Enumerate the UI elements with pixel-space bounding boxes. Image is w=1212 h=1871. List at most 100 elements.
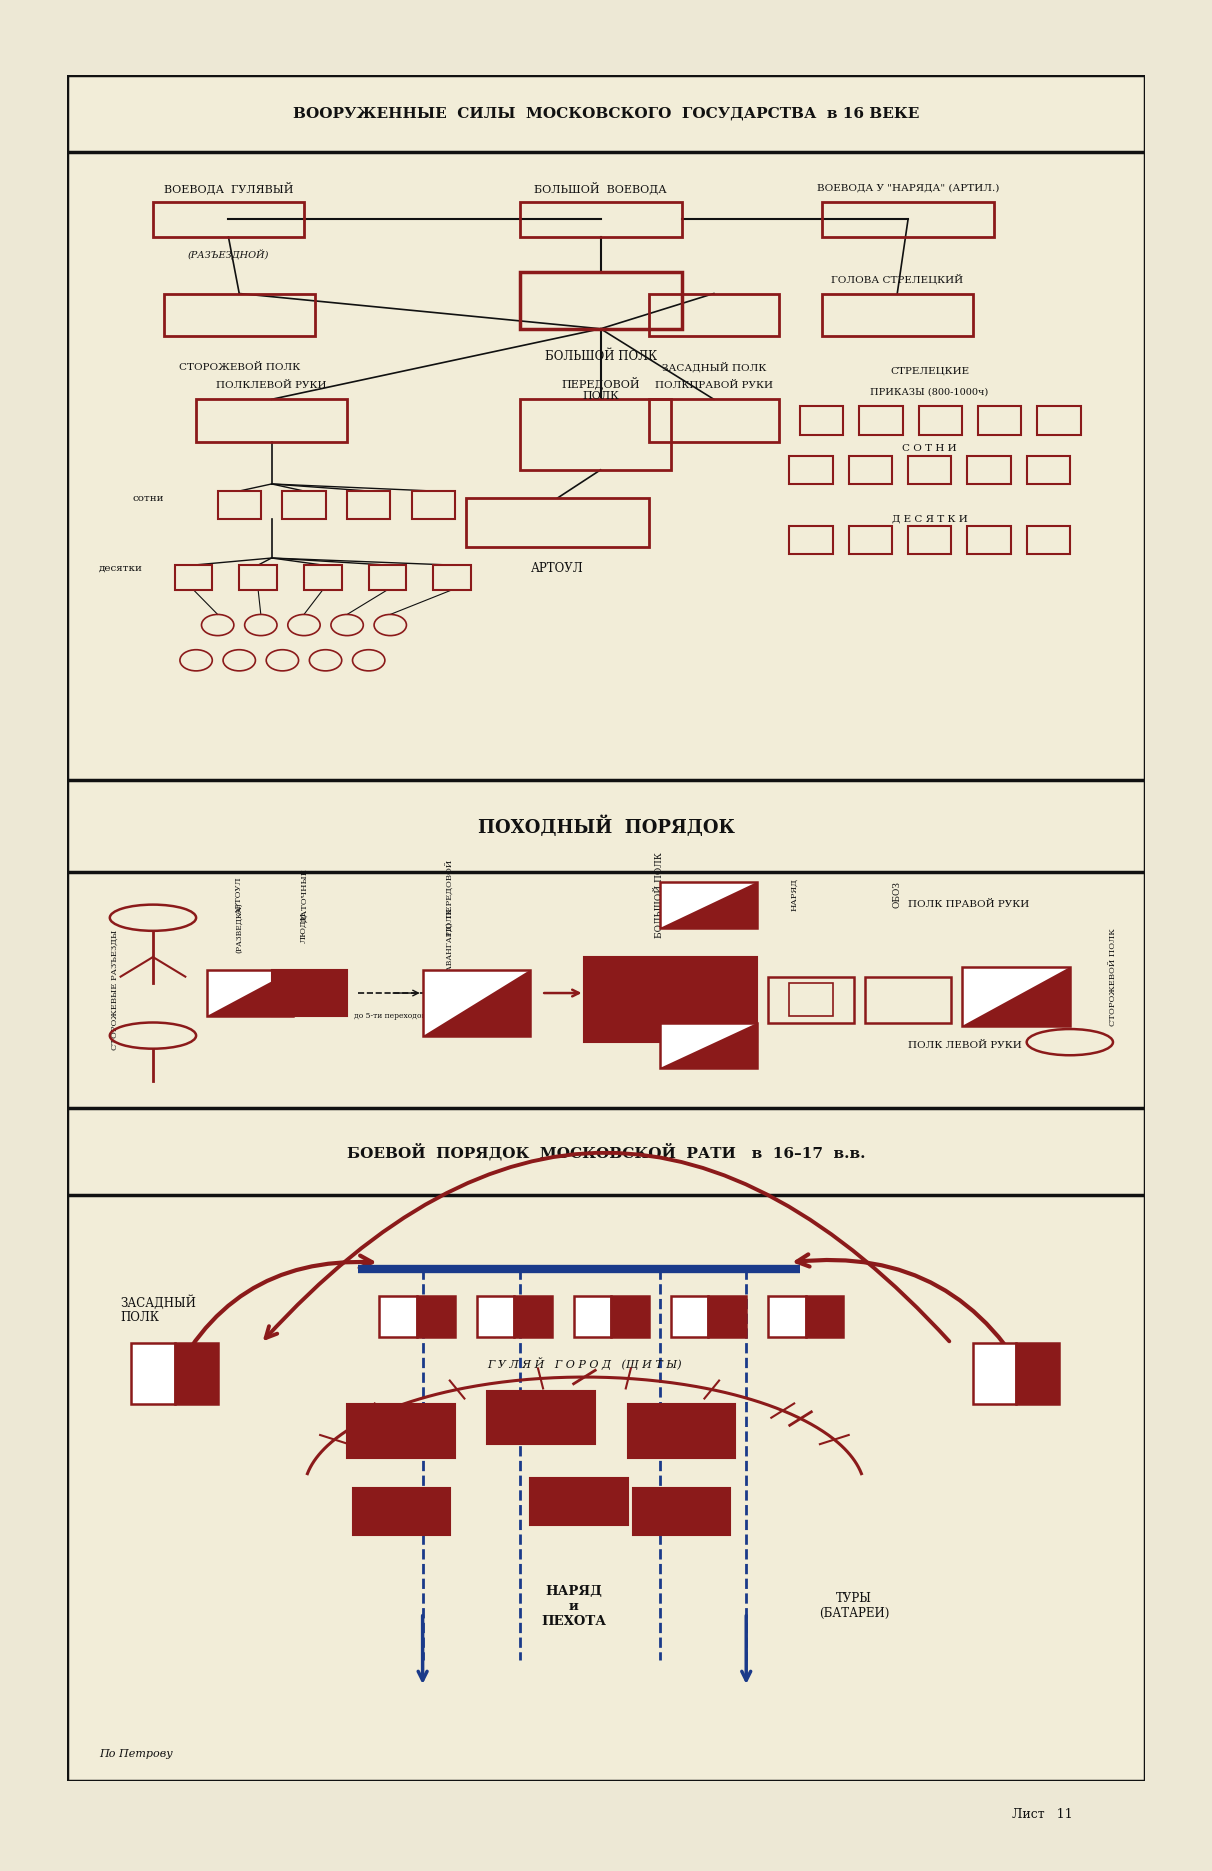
Text: до 5-ти переходов: до 5-ти переходов (354, 1012, 427, 1020)
Text: Лист   11: Лист 11 (1012, 1809, 1073, 1820)
Bar (412, 490, 454, 520)
Bar (611, 1297, 650, 1336)
Bar (670, 1297, 709, 1336)
Bar (434, 565, 471, 589)
Text: ЛЮДИ: ЛЮДИ (299, 911, 308, 943)
Bar (67, 1108, 1145, 1196)
Text: АРТОУЛ: АРТОУЛ (235, 876, 244, 913)
Bar (659, 881, 758, 928)
Text: ПОЛК ЛЕВОЙ РУКИ: ПОЛК ЛЕВОЙ РУКИ (908, 1040, 1022, 1050)
Polygon shape (423, 971, 531, 1037)
Text: ПЕРЕДОВОЙ
ПОЛК: ПЕРЕДОВОЙ ПОЛК (561, 376, 640, 400)
Bar (919, 406, 962, 434)
Bar (347, 1403, 454, 1458)
Text: ТУРЫ
(БАТАРЕИ): ТУРЫ (БАТАРЕИ) (819, 1592, 890, 1620)
Text: десятки: десятки (98, 563, 142, 573)
Text: По Петрову: По Петрову (99, 1749, 173, 1759)
Bar (659, 1023, 758, 1068)
Text: БОЛЬШОЙ ПОЛК: БОЛЬШОЙ ПОЛК (656, 851, 664, 937)
Text: (АВАНГАРД): (АВАНГАРД) (446, 921, 453, 973)
Bar (271, 971, 347, 1016)
Bar (789, 526, 833, 554)
Bar (865, 977, 951, 1023)
Bar (767, 977, 854, 1023)
Text: ПОЛК ПРАВОЙ РУКИ: ПОЛК ПРАВОЙ РУКИ (908, 900, 1029, 909)
Text: ВОЕВОДА У "НАРЯДА" (АРТИЛ.): ВОЕВОДА У "НАРЯДА" (АРТИЛ.) (817, 183, 999, 193)
Bar (962, 967, 1070, 1025)
Bar (573, 1297, 611, 1336)
Bar (978, 406, 1022, 434)
Text: ВООРУЖЕННЫЕ  СИЛЫ  МОСКОВСКОГО  ГОСУДАРСТВА  в 16 ВЕКЕ: ВООРУЖЕННЫЕ СИЛЫ МОСКОВСКОГО ГОСУДАРСТВА… (293, 107, 919, 120)
Bar (347, 490, 390, 520)
Bar (822, 294, 973, 335)
Bar (908, 457, 951, 485)
Text: ОБОЗ: ОБОЗ (893, 881, 902, 907)
Bar (476, 1297, 514, 1336)
Bar (465, 498, 650, 548)
Bar (520, 273, 681, 329)
Bar (633, 1487, 730, 1536)
Text: СТОРОЖЕВОЙ ПОЛК: СТОРОЖЕВОЙ ПОЛК (178, 363, 299, 372)
Bar (1037, 406, 1081, 434)
Bar (908, 526, 951, 554)
Bar (584, 958, 758, 1042)
Bar (973, 1343, 1016, 1403)
Bar (282, 490, 326, 520)
Text: БОЕВОЙ  ПОРЯДОК  МОСКОВСКОЙ  РАТИ   в  16–17  в.в.: БОЕВОЙ ПОРЯДОК МОСКОВСКОЙ РАТИ в 16–17 в… (347, 1143, 865, 1160)
Text: ЗАСАДНЫЙ
ПОЛК: ЗАСАДНЫЙ ПОЛК (120, 1295, 196, 1325)
Bar (789, 984, 833, 1016)
Bar (164, 294, 315, 335)
Text: С О Т Н И: С О Т Н И (902, 443, 957, 453)
Polygon shape (962, 967, 1070, 1025)
Bar (239, 565, 278, 589)
Bar (1016, 1343, 1059, 1403)
Text: СТОРОЖЕВЫЕ РАЗЪЕЗДЫ: СТОРОЖЕВЫЕ РАЗЪЕЗДЫ (112, 930, 119, 1050)
Text: НАРЯД
и
ПЕХОТА: НАРЯД и ПЕХОТА (541, 1585, 606, 1628)
Text: НАРЯД: НАРЯД (790, 877, 799, 911)
Bar (967, 457, 1011, 485)
Polygon shape (659, 1023, 758, 1068)
Bar (196, 399, 347, 442)
Bar (207, 971, 293, 1016)
Bar (1027, 526, 1070, 554)
Text: Г У Л Я Й   Г О Р О Д   (Щ И Т Ы): Г У Л Я Й Г О Р О Д (Щ И Т Ы) (487, 1356, 681, 1370)
Bar (806, 1297, 844, 1336)
Text: ГОЛОВА СТРЕЛЕЦКИЙ: ГОЛОВА СТРЕЛЕЦКИЙ (831, 275, 964, 284)
Bar (67, 780, 1145, 872)
Text: Д Е С Я Т К И: Д Е С Я Т К И (892, 515, 967, 524)
Bar (67, 75, 1145, 152)
Bar (848, 457, 892, 485)
Polygon shape (659, 881, 758, 928)
Text: ПЕРЕДОВОЙ: ПЕРЕДОВОЙ (446, 859, 453, 919)
Bar (767, 1297, 806, 1336)
Bar (1027, 457, 1070, 485)
Bar (514, 1297, 551, 1336)
Text: (РАЗЪЕЗДНОЙ): (РАЗЪЕЗДНОЙ) (188, 249, 269, 260)
Bar (417, 1297, 454, 1336)
Bar (628, 1403, 736, 1458)
Text: ВОЕВОДА  ГУЛЯВЫЙ: ВОЕВОДА ГУЛЯВЫЙ (164, 181, 293, 195)
Text: ДАТОЧНЫЕ: ДАТОЧНЫЕ (299, 868, 308, 922)
Bar (379, 1297, 417, 1336)
Bar (368, 565, 406, 589)
Bar (848, 526, 892, 554)
Text: ПОЛКЛЕВОЙ РУКИ: ПОЛКЛЕВОЙ РУКИ (217, 380, 327, 389)
Bar (353, 1487, 450, 1536)
Bar (175, 565, 212, 589)
Text: ЗАСАДНЫЙ ПОЛК: ЗАСАДНЫЙ ПОЛК (662, 363, 766, 372)
Text: СТОРОЖЕВОЙ ПОЛК: СТОРОЖЕВОЙ ПОЛК (1109, 928, 1117, 1025)
Bar (218, 490, 261, 520)
Text: сотни: сотни (132, 494, 164, 503)
Bar (650, 294, 778, 335)
Bar (650, 399, 778, 442)
Bar (487, 1390, 595, 1444)
Bar (822, 202, 994, 238)
Text: БОЛЬШОЙ  ВОЕВОДА: БОЛЬШОЙ ВОЕВОДА (534, 181, 667, 195)
Bar (520, 399, 670, 470)
Text: (РАЗВЕДКА): (РАЗВЕДКА) (235, 902, 244, 952)
Bar (789, 457, 833, 485)
Text: ПРИКАЗЫ (800-1000ч): ПРИКАЗЫ (800-1000ч) (870, 387, 989, 397)
Text: СТРЕЛЕЦКИЕ: СТРЕЛЕЦКИЕ (890, 367, 970, 376)
Bar (153, 202, 304, 238)
Text: АРТОУЛ: АРТОУЛ (531, 561, 584, 574)
